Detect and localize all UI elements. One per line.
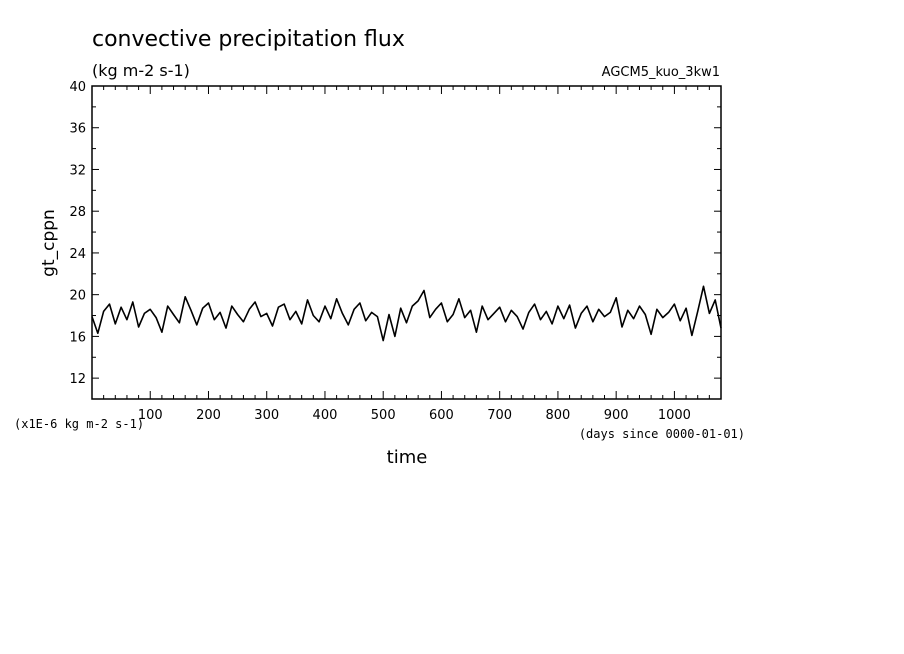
x-tick-label: 300 [254,408,279,423]
y-tick-label: 40 [69,80,86,95]
chart-subtitle-units: (kg m-2 s-1) [92,61,190,80]
x-tick-label: 900 [604,408,629,423]
y-unit-note: (x1E-6 kg m-2 s-1) [14,417,144,431]
y-tick-label: 32 [69,163,86,178]
x-tick-label: 400 [313,408,338,423]
y-tick-label: 36 [69,122,86,137]
y-tick-label: 28 [69,205,86,220]
x-tick-label: 800 [546,408,571,423]
series-line [91,285,722,342]
x-axis-ticks: 100 200 300 400 500 600 700 800 900 1000 [103,86,710,423]
x-tick-label: 1000 [658,408,691,423]
plot-frame [91,85,722,400]
chart-title: convective precipitation flux [92,27,405,52]
y-axis-label: gt_cppn [39,209,59,277]
x-tick-label: 600 [429,408,454,423]
y-axis-ticks: 12 16 20 24 28 32 36 40 [69,80,721,400]
y-tick-label: 16 [69,330,86,345]
dataset-label: AGCM5_kuo_3kw1 [602,65,720,80]
x-unit-note: (days since 0000-01-01) [579,427,745,441]
y-tick-label: 12 [69,372,86,387]
series-group [91,285,722,342]
x-tick-label: 100 [138,408,163,423]
y-tick-label: 24 [69,247,86,262]
x-tick-label: 700 [487,408,512,423]
x-tick-label: 200 [196,408,221,423]
y-tick-label: 20 [69,289,86,304]
x-axis-label: time [387,447,428,468]
x-tick-label: 500 [371,408,396,423]
